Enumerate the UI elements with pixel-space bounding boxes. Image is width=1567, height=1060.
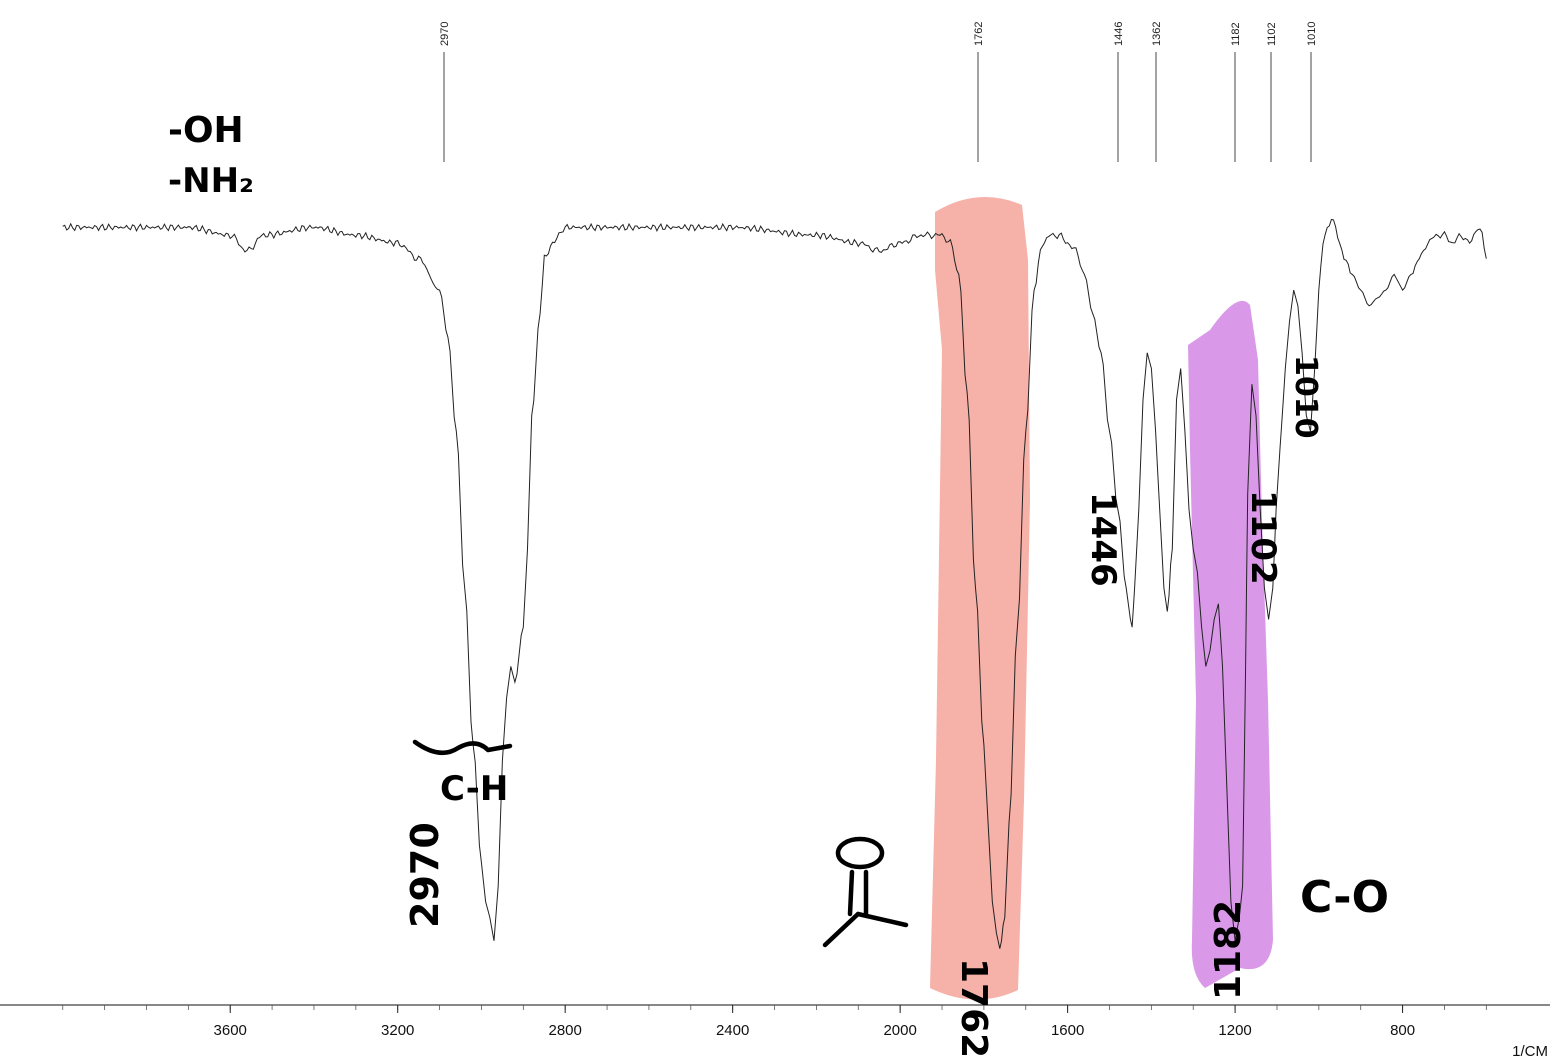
x-axis-minor-ticks xyxy=(62,1005,1487,1010)
peak-marker-label: 1182 xyxy=(1230,22,1242,46)
peak-marker-label: 1102 xyxy=(1266,22,1278,46)
x-tick-label: 2000 xyxy=(883,1022,916,1039)
x-axis: 3600 3200 2800 2400 2000 1600 1200 800 1/CM xyxy=(0,1004,1550,1060)
peak-1102-annotation: 1102 xyxy=(1243,490,1283,585)
peak-1182-annotation: 1182 xyxy=(1208,900,1249,1000)
peak-1762-annotation: 1762 xyxy=(953,958,994,1058)
x-tick-label: 1200 xyxy=(1218,1022,1251,1039)
peak-marker-label: 1010 xyxy=(1306,22,1318,46)
peak-1010-annotation: 1010 xyxy=(1288,355,1323,439)
carbonyl-structure-sketch xyxy=(822,836,909,948)
highlight-bands xyxy=(930,196,1273,1000)
peak-2970-annotation: 2970 xyxy=(403,822,447,928)
x-axis-major-ticks: 3600 3200 2800 2400 2000 1600 1200 800 xyxy=(214,1005,1415,1039)
handwritten-annotations: -OH -NH₂ C-H 2970 1762 1446 1102 1010 11… xyxy=(168,110,1389,1058)
ch-annotation: C-H xyxy=(440,769,508,809)
x-tick-label: 2400 xyxy=(716,1022,749,1039)
oh-annotation: -OH xyxy=(168,110,244,151)
peak-1446-annotation: 1446 xyxy=(1083,492,1123,587)
carbonyl-highlight-band xyxy=(930,196,1030,1000)
x-axis-unit-label: 1/CM xyxy=(1512,1043,1548,1060)
peak-marker-label: 1362 xyxy=(1151,22,1163,46)
x-tick-label: 800 xyxy=(1390,1022,1415,1039)
ch-bracket-mark xyxy=(412,739,513,756)
x-tick-label: 2800 xyxy=(548,1022,581,1039)
co-annotation: C-O xyxy=(1300,872,1389,923)
x-tick-label: 3200 xyxy=(381,1022,414,1039)
nh2-annotation: -NH₂ xyxy=(168,161,254,201)
peak-marker-label: 2970 xyxy=(439,22,451,46)
x-tick-label: 3600 xyxy=(214,1022,247,1039)
x-tick-label: 1600 xyxy=(1051,1022,1084,1039)
co-stretch-highlight-band xyxy=(1188,300,1273,989)
peak-markers: 2970 1762 1446 1362 1182 1102 1010 xyxy=(439,22,1318,162)
peak-marker-label: 1762 xyxy=(973,22,985,46)
spectrum-trace-line xyxy=(62,218,1487,949)
peak-marker-label: 1446 xyxy=(1113,22,1125,46)
